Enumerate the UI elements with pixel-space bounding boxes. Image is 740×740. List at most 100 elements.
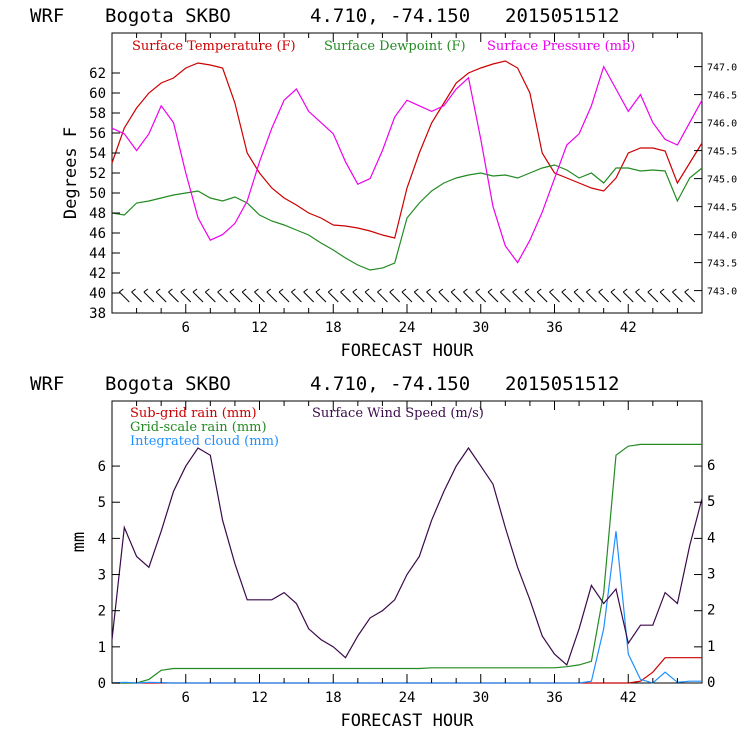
- wind-barb: [266, 291, 278, 303]
- wind-barb: [598, 291, 610, 303]
- wind-barb: [204, 291, 216, 303]
- y-tick-label: 5: [98, 495, 106, 511]
- y2-tick-label: 744.5: [707, 203, 737, 214]
- wind-barb: [622, 291, 634, 303]
- p1-plot-frame: [111, 32, 703, 314]
- wind-barb: [450, 291, 462, 303]
- wind-barb-flag: [118, 288, 124, 293]
- wind-barb: [672, 291, 683, 303]
- wind-barb-flag: [401, 288, 407, 293]
- wind-barb: [327, 291, 339, 303]
- wind-barb: [426, 291, 437, 303]
- series-line-sub-grid-rain-mm: [112, 657, 702, 684]
- y2-tick-label: 743.0: [707, 287, 737, 298]
- wind-barb: [635, 291, 646, 303]
- p1-header-station: Bogota SKBO: [105, 5, 231, 27]
- series-line-surface-dewpoint-f: [111, 164, 703, 271]
- p2-header-model: WRF: [30, 373, 64, 395]
- wind-barb: [438, 291, 450, 303]
- wind-barb: [131, 291, 142, 303]
- wind-barb: [647, 291, 659, 303]
- p1-header-model: WRF: [30, 5, 64, 27]
- series-line-surface-wind-speed-m-s: [111, 446, 703, 666]
- wind-barb-flag: [180, 288, 186, 293]
- y2-tick-label: 3: [707, 567, 715, 583]
- wind-barb: [168, 291, 179, 303]
- x-tick-label: 12: [251, 320, 268, 336]
- wind-barb-flag: [684, 288, 690, 293]
- wind-barb: [254, 291, 265, 303]
- x-tick-label: 30: [472, 690, 489, 706]
- y-tick-label: 50: [89, 186, 106, 202]
- wind-barb: [229, 291, 241, 303]
- wind-barb: [389, 291, 401, 303]
- wind-barb-flag: [524, 288, 530, 293]
- x-tick-label: 6: [182, 690, 190, 706]
- legend-entry: Integrated cloud (mm): [130, 434, 279, 449]
- series-line-integrated-cloud-mm: [111, 531, 702, 684]
- y2-tick-label: 746.0: [707, 119, 737, 130]
- x-tick-label: 42: [620, 690, 637, 706]
- wind-barb: [401, 291, 413, 303]
- wind-barb-flag: [155, 288, 161, 293]
- legend-entry: Sub-grid rain (mm): [130, 406, 257, 421]
- wind-barb-flag: [610, 288, 616, 293]
- wind-barb: [586, 291, 597, 303]
- y2-tick-label: 745.0: [707, 175, 737, 186]
- x-tick-label: 18: [325, 320, 342, 336]
- x-tick-label: 24: [399, 320, 416, 336]
- wind-barb-flag: [241, 288, 247, 293]
- wind-barb-flag: [364, 288, 370, 293]
- wind-barb-flag: [168, 288, 173, 293]
- wind-barb: [155, 291, 167, 303]
- x-tick-label: 6: [182, 320, 190, 336]
- y-tick-label: 52: [89, 166, 106, 182]
- y-tick-label: 60: [89, 86, 106, 102]
- wind-barb: [278, 291, 290, 303]
- wind-barb: [217, 291, 228, 303]
- y-tick-label: 2: [98, 604, 106, 620]
- p1-ylabel: Degrees F: [61, 127, 81, 219]
- wind-barb-flag: [635, 288, 640, 293]
- wind-barb-flag: [303, 288, 308, 293]
- wind-barb-flag: [143, 288, 149, 293]
- y-tick-label: 4: [98, 531, 106, 547]
- wind-barb-flag: [450, 288, 456, 293]
- y2-tick-label: 5: [707, 494, 715, 510]
- wind-barb-flag: [512, 288, 517, 293]
- wind-barb-flag: [352, 288, 358, 293]
- y-tick-label: 48: [89, 206, 106, 222]
- wind-barb: [180, 291, 192, 303]
- y-tick-label: 6: [98, 459, 106, 475]
- series-line-surface-pressure-mb: [111, 65, 703, 264]
- wind-barb: [340, 291, 351, 303]
- wind-barb-flag: [327, 288, 333, 293]
- wind-barb-flag: [291, 288, 296, 293]
- wind-barb-flag: [463, 288, 468, 293]
- wind-barb: [561, 291, 573, 303]
- wind-barb-flag: [438, 288, 444, 293]
- x-tick-label: 42: [620, 320, 637, 336]
- wind-barb: [377, 291, 388, 303]
- wind-barb-flag: [377, 288, 382, 293]
- legend-entry: Surface Dewpoint (F): [324, 39, 466, 54]
- wind-barb: [315, 291, 327, 303]
- p1-xlabel: FORECAST HOUR: [340, 341, 474, 361]
- wind-barb-flag: [487, 288, 493, 293]
- p2-header-coords: 4.710, -74.150: [310, 373, 470, 395]
- wind-barb-flag: [340, 288, 345, 293]
- legend-entry: Surface Wind Speed (m/s): [312, 406, 484, 421]
- wind-barb: [352, 291, 364, 303]
- wind-barb: [573, 291, 585, 303]
- wind-barb: [524, 291, 536, 303]
- wind-barb-flag: [205, 288, 210, 293]
- p1-header-coords: 4.710, -74.150: [310, 5, 470, 27]
- y2-tick-label: 744.0: [707, 231, 737, 242]
- wind-barb-flag: [500, 288, 505, 293]
- wind-barb: [512, 291, 523, 303]
- y-tick-label: 38: [89, 306, 106, 322]
- y2-tick-label: 743.5: [707, 259, 737, 270]
- legend-entry: Grid-scale rain (mm): [130, 420, 267, 435]
- wind-barb-flag: [315, 288, 321, 293]
- precip-wind-panel: WRF Bogota SKBO 4.710, -74.150 201505151…: [30, 373, 715, 731]
